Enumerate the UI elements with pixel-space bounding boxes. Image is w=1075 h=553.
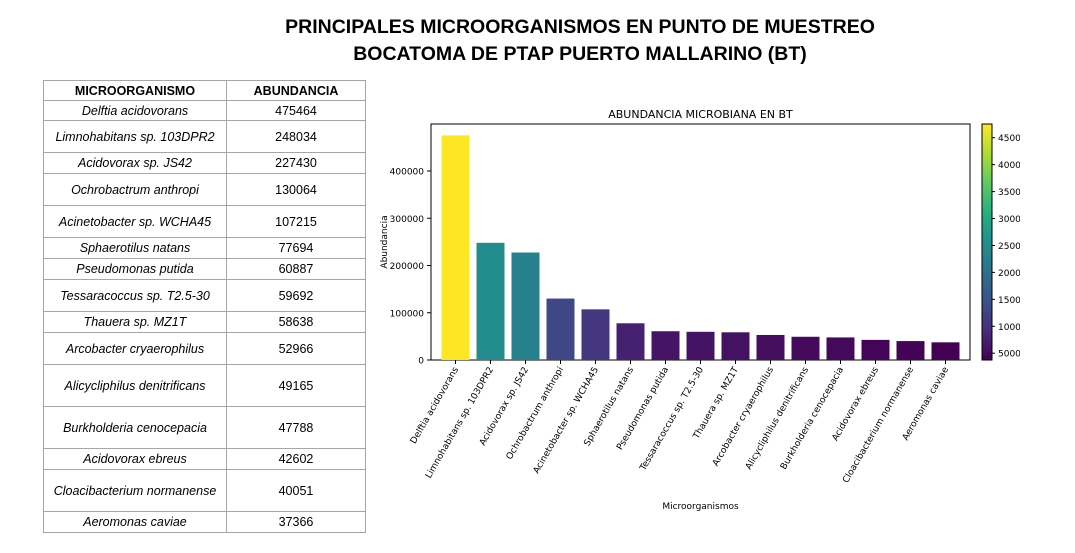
- y-axis-label: Abundancia: [380, 215, 390, 268]
- x-tick-label: Limnohabitans sp. 103DPR2: [424, 366, 496, 481]
- table-row: Aeromonas caviae 37366: [43, 511, 366, 533]
- cell-abundance: 52966: [226, 332, 366, 365]
- title-line-1: PRINCIPALES MICROORGANISMOS EN PUNTO DE …: [285, 16, 875, 38]
- bar-11: [791, 336, 820, 360]
- table-header-row: MICROORGANISMO ABUNDANCIA: [43, 80, 366, 101]
- cell-abundance: 49165: [226, 364, 366, 407]
- table-row: Sphaerotilus natans 77694: [43, 237, 366, 259]
- cell-abundance: 227430: [226, 152, 366, 174]
- y-tick-label: 0: [418, 357, 424, 367]
- y-tick-label: 200000: [390, 262, 425, 272]
- chart-title: ABUNDANCIA MICROBIANA EN BT: [608, 108, 793, 121]
- bar-chart: ABUNDANCIA MICROBIANA EN BT 0 100000 200000…: [380, 108, 1020, 512]
- colorbar: [981, 123, 993, 361]
- cell-microorganism: Acinetobacter sp. WCHA45: [43, 205, 227, 238]
- x-axis-label: Microorganismos: [662, 502, 739, 512]
- cell-abundance: 40051: [226, 469, 366, 512]
- x-tick-label: Alicycliphilus denitrificans: [744, 365, 811, 471]
- table-row: Cloacibacterium normanense 40051: [43, 469, 366, 512]
- table-row: Delftia acidovorans 475464: [43, 100, 366, 121]
- header-abundancia: ABUNDANCIA: [226, 80, 366, 101]
- bar-6: [616, 323, 645, 360]
- cell-microorganism: Arcobacter cryaerophilus: [43, 332, 227, 365]
- cell-abundance: 59692: [226, 279, 366, 312]
- x-tick-label: Arcobacter cryaerophilus: [711, 365, 776, 468]
- x-tick-label: Cloacibacterium normanense: [841, 365, 916, 485]
- x-tick-label: Tessaracoccus sp. T2.5-30: [638, 365, 706, 473]
- table-row: Pseudomonas putida 60887: [43, 258, 366, 280]
- bar-12: [826, 337, 855, 360]
- cell-microorganism: Aeromonas caviae: [43, 511, 227, 533]
- page-title: PRINCIPALES MICROORGANISMOS EN PUNTO DE …: [0, 14, 1075, 68]
- colorbar-tick-label: 350000: [998, 188, 1020, 198]
- bar-3: [511, 252, 540, 360]
- x-tick-label: Burkholderia cenocepacia: [779, 366, 846, 472]
- cell-abundance: 475464: [226, 100, 366, 121]
- cell-microorganism: Cloacibacterium normanense: [43, 469, 227, 512]
- table-row: Ochrobactrum anthropi 130064: [43, 173, 366, 206]
- cell-abundance: 37366: [226, 511, 366, 533]
- cell-microorganism: Tessaracoccus sp. T2.5-30: [43, 279, 227, 312]
- bar-2: [476, 242, 505, 360]
- cell-microorganism: Sphaerotilus natans: [43, 237, 227, 259]
- colorbar-tick-label: 200000: [998, 269, 1020, 279]
- cell-microorganism: Burkholderia cenocepacia: [43, 406, 227, 449]
- bar-8: [686, 331, 715, 360]
- colorbar-tick-label: 100000: [998, 323, 1020, 333]
- cell-abundance: 47788: [226, 406, 366, 449]
- abundance-table: MICROORGANISMO ABUNDANCIA Delftia acidov…: [43, 80, 366, 533]
- table-body: Delftia acidovorans 475464 Limnohabitans s…: [43, 100, 366, 533]
- header-microorganismo: MICROORGANISMO: [43, 80, 227, 101]
- table-row: Alicycliphilus denitrificans 49165: [43, 364, 366, 407]
- bar-13: [861, 339, 890, 360]
- table-row: Burkholderia cenocepacia 47788: [43, 406, 366, 449]
- cell-abundance: 77694: [226, 237, 366, 259]
- cell-abundance: 248034: [226, 120, 366, 153]
- bar-14: [896, 341, 925, 360]
- table-row: Acidovorax sp. JS42 227430: [43, 152, 366, 174]
- colorbar-tick-label: 250000: [998, 242, 1020, 252]
- y-tick-label: 300000: [390, 215, 425, 225]
- bar-7: [651, 331, 680, 360]
- cell-microorganism: Acidovorax ebreus: [43, 448, 227, 470]
- title-line-2: BOCATOMA DE PTAP PUERTO MALLARINO (BT): [353, 43, 807, 65]
- bar-10: [756, 334, 785, 360]
- colorbar-tick-label: 300000: [998, 215, 1020, 225]
- cell-abundance: 107215: [226, 205, 366, 238]
- cell-microorganism: Delftia acidovorans: [43, 100, 227, 121]
- cell-abundance: 58638: [226, 311, 366, 333]
- cell-microorganism: Thauera sp. MZ1T: [43, 311, 227, 333]
- table-row: Acinetobacter sp. WCHA45 107215: [43, 205, 366, 238]
- cell-microorganism: Pseudomonas putida: [43, 258, 227, 280]
- bar-5: [581, 309, 610, 360]
- cell-microorganism: Alicycliphilus denitrificans: [43, 364, 227, 407]
- y-tick-label: 100000: [390, 309, 425, 319]
- cell-abundance: 130064: [226, 173, 366, 206]
- table-row: Acidovorax ebreus 42602: [43, 448, 366, 470]
- bar-15: [931, 342, 960, 360]
- colorbar-tick-label: 50000: [998, 350, 1020, 360]
- bar-9: [721, 332, 750, 360]
- bar-1: [441, 135, 470, 360]
- cell-microorganism: Acidovorax sp. JS42: [43, 152, 227, 174]
- table-row: Arcobacter cryaerophilus 52966: [43, 332, 366, 365]
- colorbar-tick-label: 450000: [998, 134, 1020, 144]
- colorbar-tick-label: 400000: [998, 161, 1020, 171]
- cell-microorganism: Ochrobactrum anthropi: [43, 173, 227, 206]
- table-row: Thauera sp. MZ1T 58638: [43, 311, 366, 333]
- bar-4: [546, 298, 575, 360]
- cell-microorganism: Limnohabitans sp. 103DPR2: [43, 120, 227, 153]
- table-row: Limnohabitans sp. 103DPR2 248034: [43, 120, 366, 153]
- y-tick-label: 400000: [390, 168, 425, 178]
- x-tick-label: Acinetobacter sp. WCHA45: [532, 366, 601, 476]
- cell-abundance: 60887: [226, 258, 366, 280]
- colorbar-tick-label: 150000: [998, 296, 1020, 306]
- cell-abundance: 42602: [226, 448, 366, 470]
- table-row: Tessaracoccus sp. T2.5-30 59692: [43, 279, 366, 312]
